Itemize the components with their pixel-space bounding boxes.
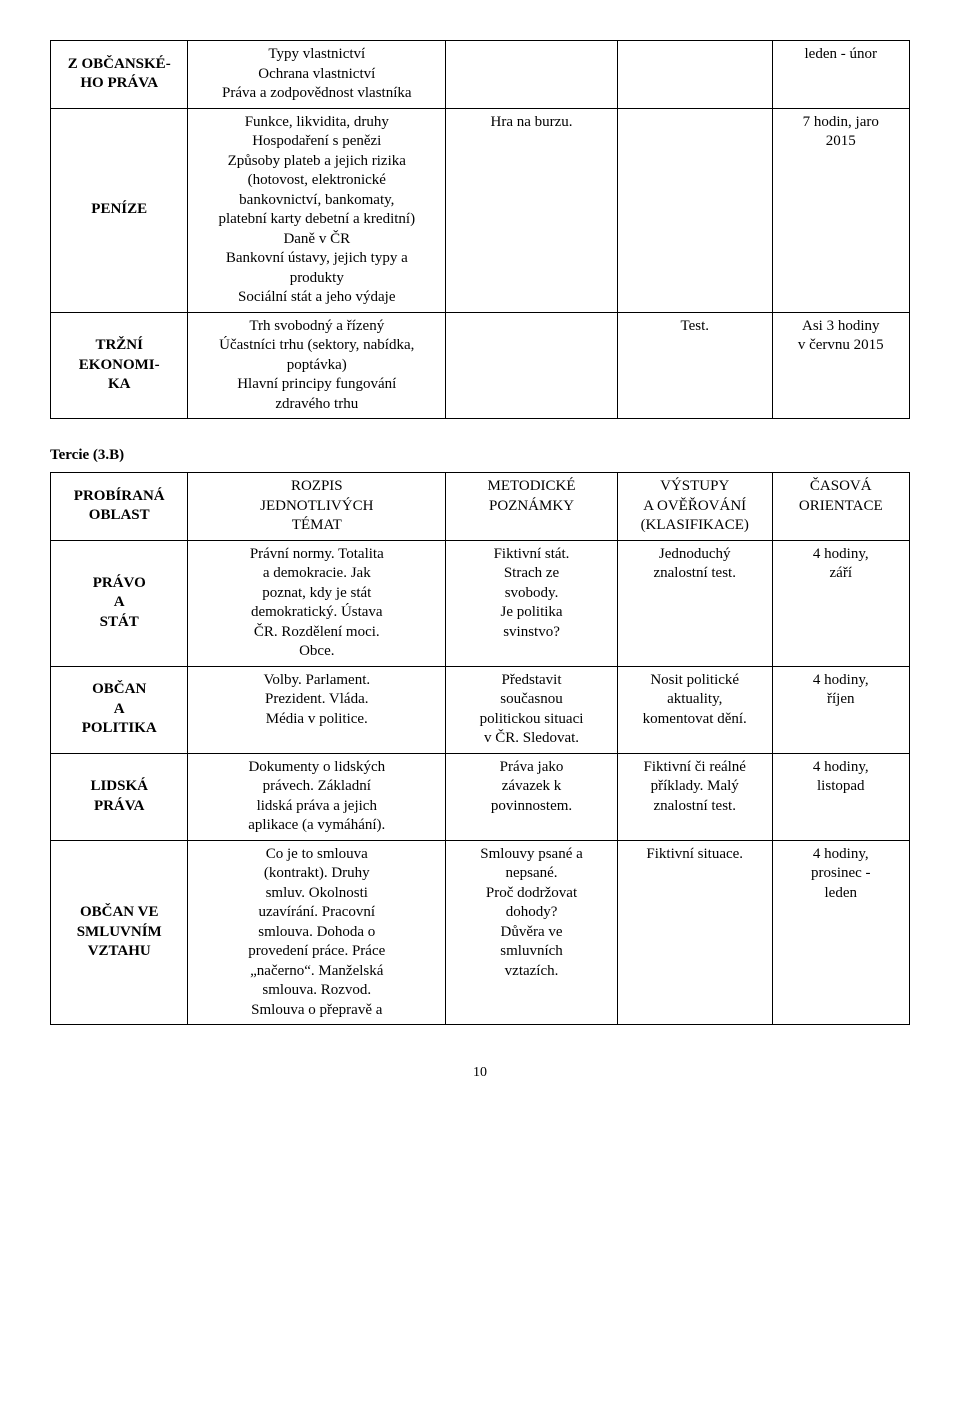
header-cell: ČASOVÁORIENTACE <box>772 473 909 541</box>
header-cell: METODICKÉPOZNÁMKY <box>446 473 618 541</box>
cell-topic: OBČANAPOLITIKA <box>51 666 188 753</box>
cell-topic: OBČAN VESMLUVNÍMVZTAHU <box>51 840 188 1025</box>
table-row: PENÍZE Funkce, likvidita, druhyHospodaře… <box>51 108 910 312</box>
cell-detail: Funkce, likvidita, druhyHospodaření s pe… <box>188 108 446 312</box>
cell-output: Nosit politickéaktuality,komentovat dění… <box>617 666 772 753</box>
cell-time: 7 hodin, jaro2015 <box>772 108 909 312</box>
table-header-row: PROBÍRANÁOBLAST ROZPISJEDNOTLIVÝCHTÉMAT … <box>51 473 910 541</box>
cell-method: Fiktivní stát.Strach zesvobody.Je politi… <box>446 540 618 666</box>
section-heading: Tercie (3.B) <box>50 447 910 464</box>
curriculum-table-2: PROBÍRANÁOBLAST ROZPISJEDNOTLIVÝCHTÉMAT … <box>50 472 910 1025</box>
cell-time: 4 hodiny,listopad <box>772 753 909 840</box>
table-row: LIDSKÁPRÁVA Dokumenty o lidskýchprávech.… <box>51 753 910 840</box>
header-cell: VÝSTUPYA OVĚŘOVÁNÍ(KLASIFIKACE) <box>617 473 772 541</box>
table-row: OBČAN VESMLUVNÍMVZTAHU Co je to smlouva(… <box>51 840 910 1025</box>
cell-method <box>446 312 618 419</box>
table-row: PRÁVOASTÁT Právní normy. Totalitaa demok… <box>51 540 910 666</box>
cell-detail: Trh svobodný a řízenýÚčastníci trhu (sek… <box>188 312 446 419</box>
cell-detail: Volby. Parlament.Prezident. Vláda.Média … <box>188 666 446 753</box>
cell-method <box>446 41 618 109</box>
cell-topic: TRŽNÍEKONOMI-KA <box>51 312 188 419</box>
cell-topic: Z OBČANSKÉ-HO PRÁVA <box>51 41 188 109</box>
cell-topic: PENÍZE <box>51 108 188 312</box>
cell-detail: Dokumenty o lidskýchprávech. Základnílid… <box>188 753 446 840</box>
cell-topic: PRÁVOASTÁT <box>51 540 188 666</box>
cell-method: Hra na burzu. <box>446 108 618 312</box>
table-row: OBČANAPOLITIKA Volby. Parlament.Preziden… <box>51 666 910 753</box>
cell-time: leden - únor <box>772 41 909 109</box>
cell-detail: Právní normy. Totalitaa demokracie. Jakp… <box>188 540 446 666</box>
table-row: TRŽNÍEKONOMI-KA Trh svobodný a řízenýÚča… <box>51 312 910 419</box>
cell-output: Fiktivní či reálnépříklady. Malýznalostn… <box>617 753 772 840</box>
cell-method: Práva jakozávazek kpovinnostem. <box>446 753 618 840</box>
curriculum-table-1: Z OBČANSKÉ-HO PRÁVA Typy vlastnictvíOchr… <box>50 40 910 419</box>
cell-method: Smlouvy psané anepsané.Proč dodržovatdoh… <box>446 840 618 1025</box>
header-cell: PROBÍRANÁOBLAST <box>51 473 188 541</box>
cell-time: Asi 3 hodinyv červnu 2015 <box>772 312 909 419</box>
table-row: Z OBČANSKÉ-HO PRÁVA Typy vlastnictvíOchr… <box>51 41 910 109</box>
cell-method: Představitsoučasnoupolitickou situaciv Č… <box>446 666 618 753</box>
cell-output: Test. <box>617 312 772 419</box>
header-cell: ROZPISJEDNOTLIVÝCHTÉMAT <box>188 473 446 541</box>
cell-output: Jednoduchýznalostní test. <box>617 540 772 666</box>
cell-output <box>617 108 772 312</box>
cell-time: 4 hodiny,říjen <box>772 666 909 753</box>
cell-detail: Typy vlastnictvíOchrana vlastnictvíPráva… <box>188 41 446 109</box>
cell-time: 4 hodiny,září <box>772 540 909 666</box>
cell-time: 4 hodiny,prosinec -leden <box>772 840 909 1025</box>
page-number: 10 <box>50 1065 910 1081</box>
cell-topic: LIDSKÁPRÁVA <box>51 753 188 840</box>
cell-output: Fiktivní situace. <box>617 840 772 1025</box>
cell-output <box>617 41 772 109</box>
cell-detail: Co je to smlouva(kontrakt). Druhysmluv. … <box>188 840 446 1025</box>
